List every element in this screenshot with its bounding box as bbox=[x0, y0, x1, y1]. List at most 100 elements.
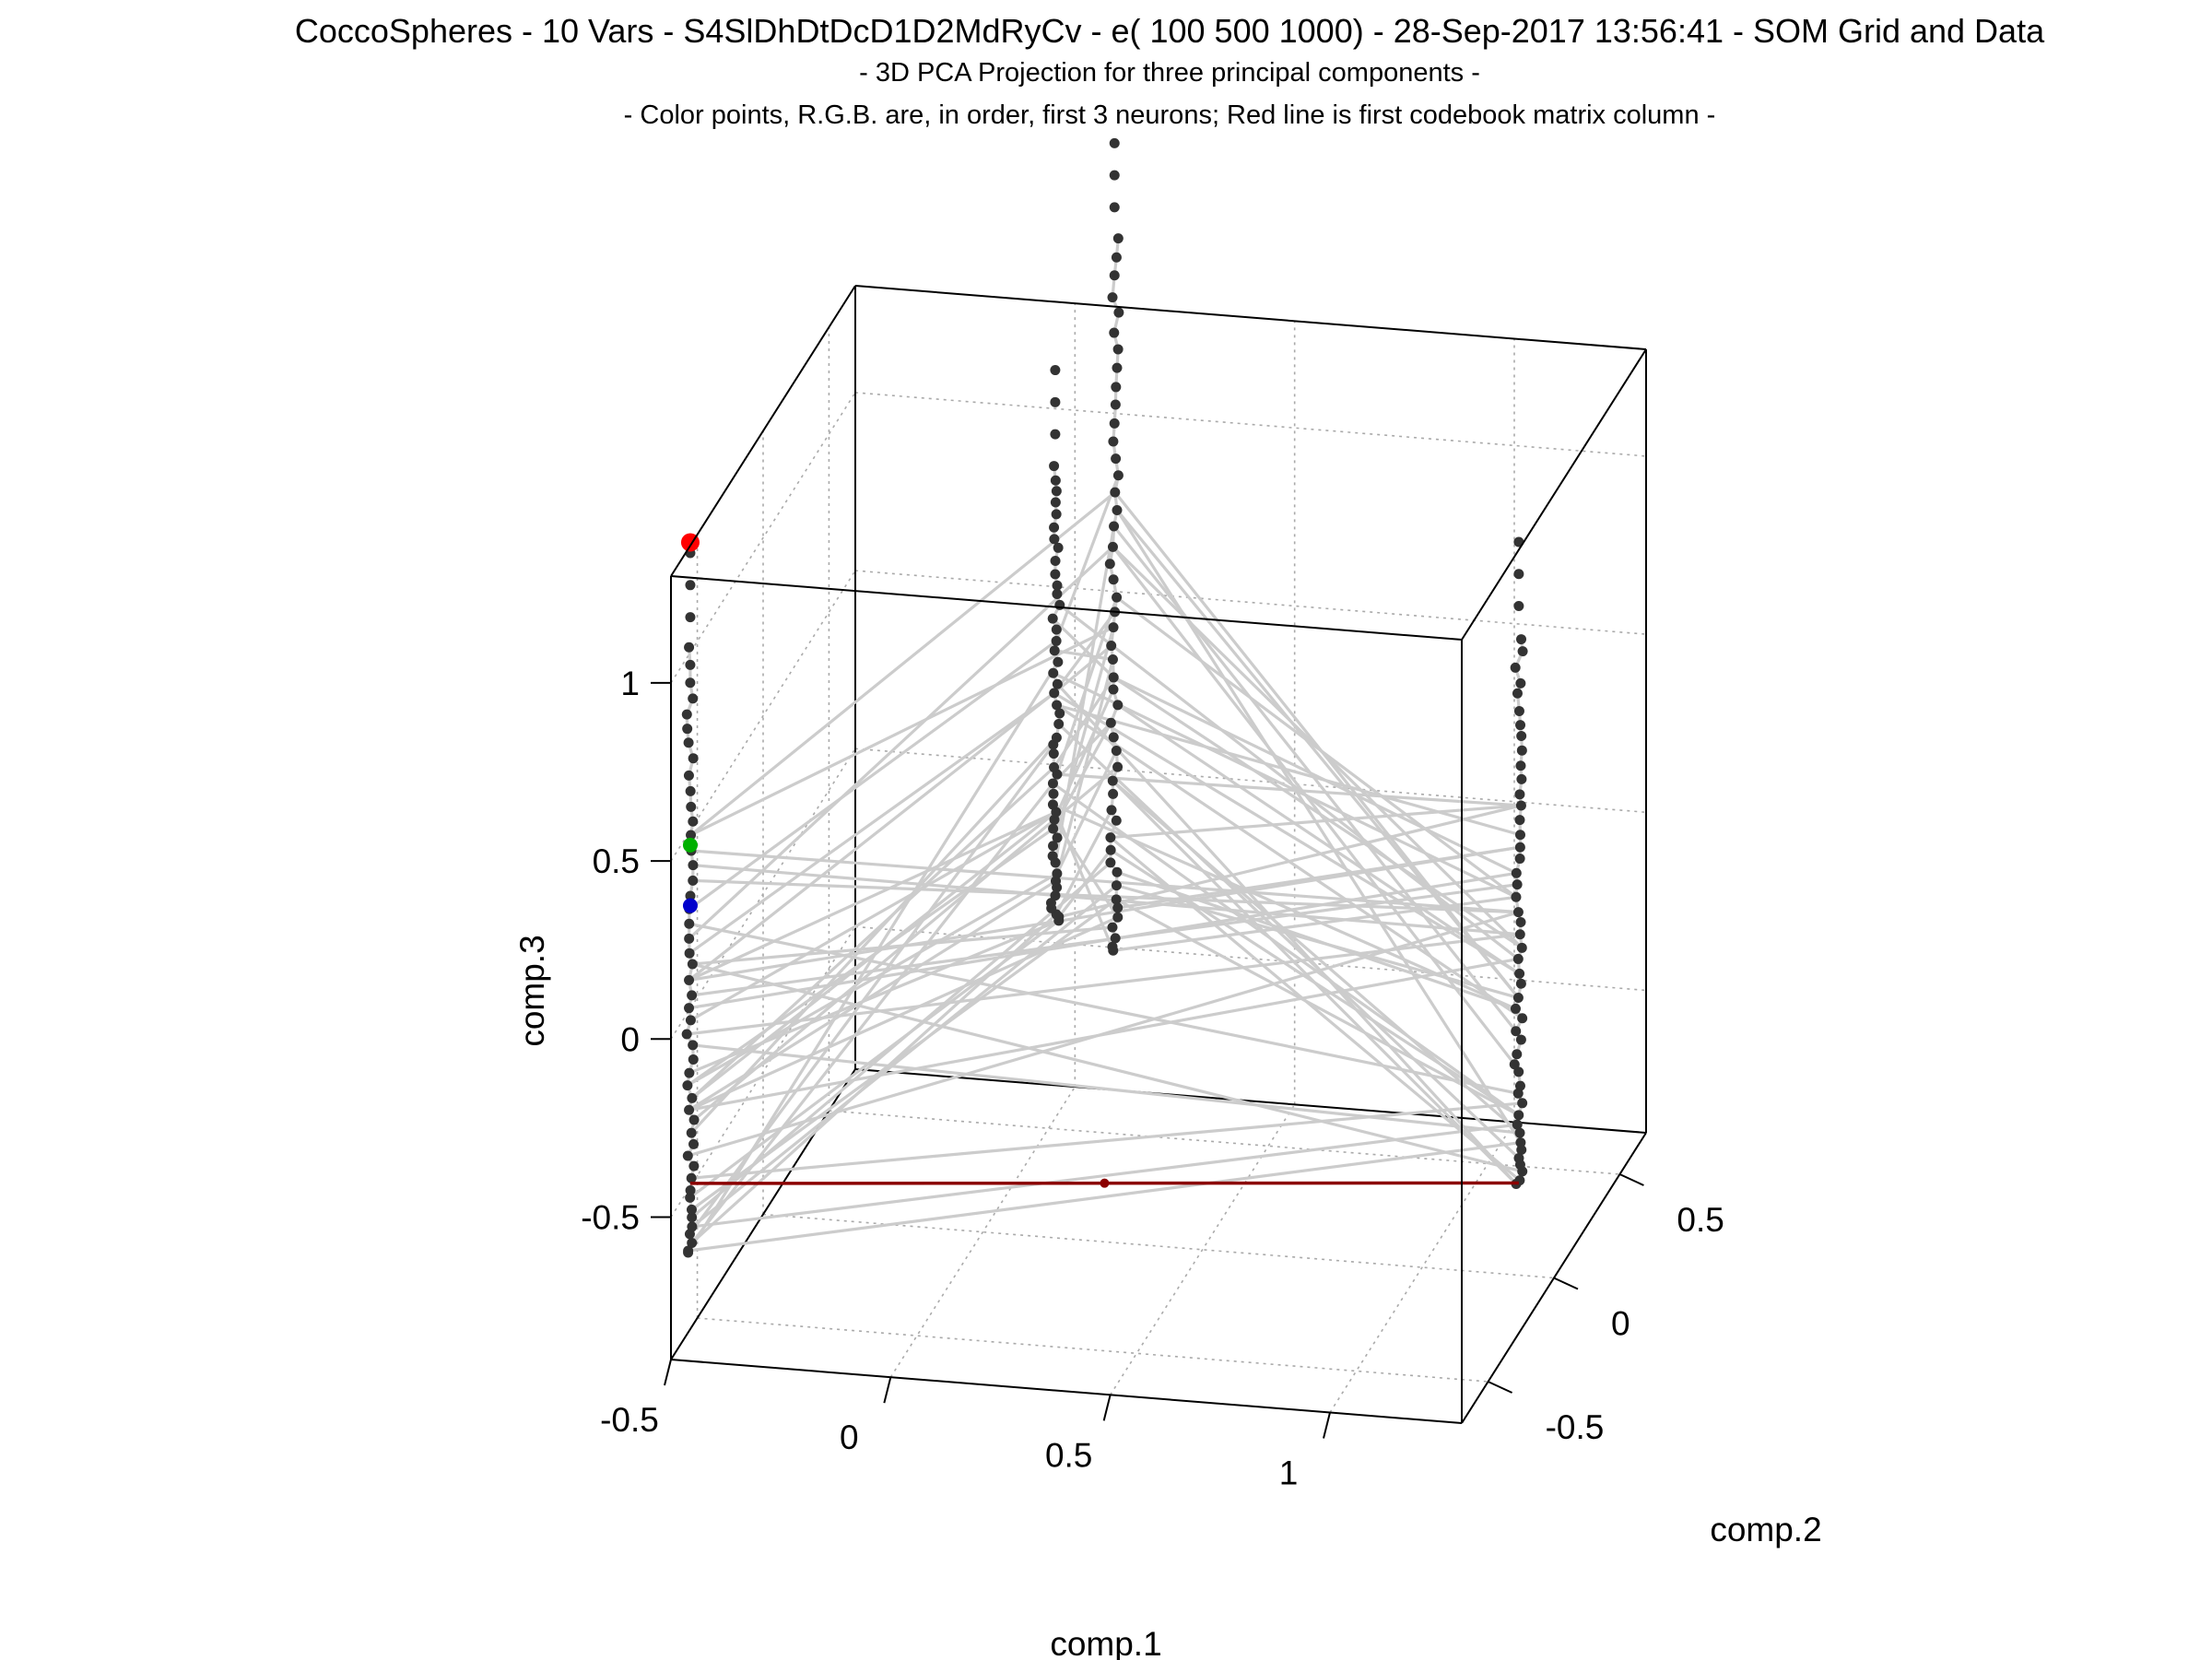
data-point bbox=[1514, 968, 1525, 979]
data-point bbox=[1050, 365, 1061, 376]
som-edge bbox=[688, 957, 1519, 1112]
som-edge bbox=[689, 490, 1116, 837]
y-tick bbox=[1619, 1173, 1644, 1186]
data-point bbox=[685, 580, 696, 591]
som-edge bbox=[1054, 475, 1120, 642]
som-edge bbox=[1051, 804, 1115, 951]
som-edge bbox=[689, 626, 1114, 837]
som-edge bbox=[1056, 772, 1522, 807]
data-point bbox=[1051, 509, 1062, 520]
som-edge bbox=[1055, 596, 1119, 775]
data-point bbox=[688, 1040, 699, 1051]
data-point bbox=[1048, 667, 1059, 678]
chart-title: CoccoSpheres - 10 Vars - S4SlDhDtDcD1D2M… bbox=[295, 12, 2045, 50]
data-point bbox=[1112, 761, 1124, 772]
som-edge bbox=[689, 810, 1057, 1022]
data-point bbox=[684, 1067, 695, 1078]
y-tick bbox=[1488, 1381, 1512, 1394]
data-point bbox=[1107, 292, 1118, 303]
data-point bbox=[683, 737, 694, 748]
som-edge bbox=[1053, 689, 1115, 820]
data-point bbox=[1513, 706, 1524, 717]
som-edge bbox=[691, 1123, 1518, 1229]
som-edge bbox=[692, 1043, 1521, 1135]
data-point bbox=[1515, 800, 1526, 811]
data-point bbox=[1111, 815, 1122, 826]
box-edge bbox=[670, 1359, 1463, 1424]
data-point bbox=[1112, 700, 1124, 711]
data-point bbox=[1516, 634, 1527, 645]
som-edge bbox=[1053, 610, 1116, 694]
som-edge bbox=[1115, 898, 1520, 1117]
data-point bbox=[688, 1160, 700, 1171]
data-point bbox=[1107, 775, 1118, 786]
data-point bbox=[1105, 717, 1116, 728]
data-point bbox=[1111, 894, 1122, 905]
data-point bbox=[1516, 745, 1527, 756]
data-point bbox=[685, 785, 696, 796]
data-point bbox=[1105, 857, 1116, 868]
data-point bbox=[685, 1015, 696, 1026]
data-point bbox=[687, 1092, 698, 1103]
som-edge bbox=[688, 546, 1114, 940]
box-edge bbox=[670, 1068, 856, 1360]
x-tick-label: -0.5 bbox=[600, 1401, 659, 1439]
data-point bbox=[685, 612, 696, 623]
data-point bbox=[684, 933, 695, 944]
data-point bbox=[1054, 708, 1065, 719]
box-edge bbox=[854, 1068, 1647, 1134]
data-point bbox=[1514, 789, 1525, 800]
z-tick-label: -0.5 bbox=[581, 1198, 640, 1236]
data-point bbox=[1511, 867, 1522, 878]
x-tick bbox=[1102, 1395, 1112, 1421]
data-point bbox=[1110, 487, 1121, 498]
data-point bbox=[1111, 252, 1122, 263]
data-point bbox=[687, 1212, 698, 1223]
data-point bbox=[1513, 569, 1524, 580]
y-tick-label: 0.5 bbox=[1677, 1201, 1724, 1239]
som-edge bbox=[1112, 779, 1522, 1135]
codebook-line bbox=[689, 1178, 1519, 1188]
data-point bbox=[1053, 656, 1064, 667]
chart-subtitle: - 3D PCA Projection for three principal … bbox=[859, 58, 1480, 88]
som-edge bbox=[1112, 546, 1524, 949]
data-point bbox=[1049, 814, 1060, 825]
data-point bbox=[1514, 1080, 1525, 1091]
data-point bbox=[1107, 922, 1118, 933]
som-edge bbox=[688, 845, 1521, 983]
data-point bbox=[1106, 641, 1117, 652]
data-point bbox=[1050, 396, 1061, 407]
data-point bbox=[1515, 720, 1526, 731]
data-point bbox=[686, 801, 697, 812]
data-point bbox=[685, 1184, 696, 1195]
data-point bbox=[1108, 574, 1119, 585]
data-point bbox=[1052, 832, 1063, 843]
data-point bbox=[1106, 805, 1117, 816]
data-point bbox=[1110, 399, 1121, 410]
grid-line bbox=[1329, 1122, 1515, 1413]
grid-line bbox=[854, 392, 1647, 457]
data-point bbox=[684, 1104, 695, 1115]
som-edge bbox=[1053, 644, 1112, 695]
data-point bbox=[1112, 233, 1124, 244]
data-point bbox=[1111, 453, 1122, 465]
data-point bbox=[1107, 654, 1118, 665]
plot-box-front bbox=[670, 285, 1647, 1424]
data-point bbox=[1515, 1137, 1526, 1148]
data-point bbox=[684, 974, 695, 985]
data-point bbox=[688, 1138, 700, 1149]
data-point bbox=[1052, 588, 1063, 599]
data-point bbox=[1112, 866, 1123, 877]
box-edge bbox=[670, 285, 856, 577]
x-tick bbox=[1323, 1412, 1331, 1439]
x-axis-label: comp.1 bbox=[1050, 1625, 1161, 1660]
data-point bbox=[1109, 418, 1120, 429]
data-point bbox=[1049, 762, 1060, 773]
som-edge bbox=[1112, 779, 1518, 1185]
data-point bbox=[1512, 993, 1524, 1004]
data-point bbox=[1513, 1153, 1524, 1164]
grid-line bbox=[762, 1213, 1555, 1279]
data-point bbox=[1052, 868, 1063, 879]
z-tick-label: 1 bbox=[620, 665, 640, 702]
